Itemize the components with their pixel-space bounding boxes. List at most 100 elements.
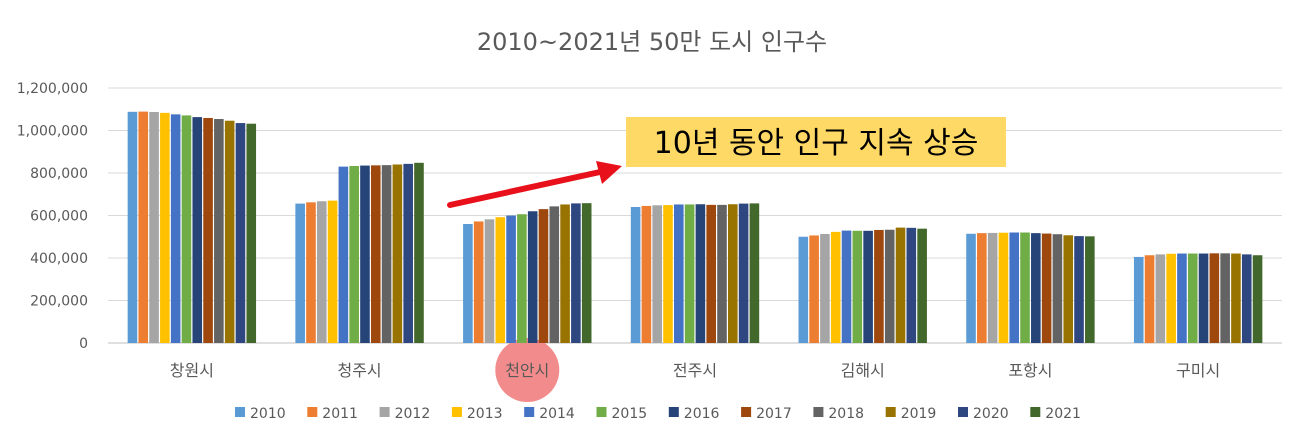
bar-2013 (1166, 253, 1176, 343)
bar-2019 (1063, 235, 1074, 343)
bar-2018 (381, 165, 392, 343)
legend-label: 2017 (756, 406, 792, 422)
bar-2010 (1133, 256, 1144, 343)
bar-2019 (728, 204, 738, 343)
bar-2020 (571, 203, 581, 343)
bar-2017 (1209, 253, 1220, 343)
bar-2011 (1144, 255, 1155, 343)
y-axis: 0 200,000 400,000 600,000 800,000 1,000,000 1,… (17, 81, 88, 352)
bar-2020 (906, 227, 917, 343)
x-tick-label: 구미시 (1176, 361, 1220, 380)
legend-label: 2020 (973, 406, 1009, 422)
y-tick-label: 1,200,000 (17, 81, 88, 97)
legend-swatch (524, 407, 535, 417)
bar-2017 (538, 209, 549, 343)
bar-2011 (641, 205, 652, 343)
bar-2018 (1052, 234, 1063, 343)
legend-label: 2015 (612, 406, 648, 422)
bar-2017 (370, 165, 381, 343)
y-tick-label: 400,000 (30, 251, 88, 267)
legend-label: 2010 (250, 406, 286, 422)
bar-2020 (738, 203, 749, 343)
bar-2011 (809, 235, 819, 343)
bar-2013 (998, 232, 1009, 343)
bar-2014 (674, 204, 684, 343)
bar-2015 (349, 165, 359, 343)
arrow-head (596, 161, 622, 184)
legend-swatch (307, 407, 318, 417)
x-tick-label: 김해시 (841, 361, 885, 380)
y-tick-label: 200,000 (30, 294, 88, 310)
bar-2019 (224, 120, 235, 343)
bar-2010 (127, 111, 138, 343)
bar-2011 (306, 202, 316, 343)
bar-2018 (717, 204, 727, 343)
legend: 2010 2011 2012 2013 2014 2015 2016 2017 2018 2019… (235, 406, 1081, 422)
x-tick-label: 청주시 (337, 361, 381, 380)
bar-2016 (1031, 233, 1041, 343)
bar-2015 (1020, 232, 1030, 343)
bar-2019 (1231, 253, 1241, 343)
bar-2019 (560, 204, 570, 343)
bar-2013 (495, 217, 506, 343)
bar-2017 (874, 229, 884, 343)
legend-swatch (958, 407, 968, 417)
bar-2019 (895, 227, 906, 343)
bar-2015 (181, 115, 192, 343)
legend-swatch (885, 407, 896, 417)
y-tick-label: 600,000 (30, 209, 88, 225)
legend-swatch (235, 407, 245, 417)
bar-2020 (403, 163, 413, 343)
bar-2010 (463, 224, 473, 343)
bar-2017 (203, 117, 213, 344)
bar-2018 (214, 119, 224, 344)
legend-label: 2014 (539, 406, 575, 422)
bar-2010 (630, 207, 641, 343)
annotation-box (626, 117, 1006, 167)
legend-label: 2011 (322, 406, 358, 422)
bar-2020 (1241, 254, 1252, 343)
x-tick-label: 천안시 (505, 361, 549, 380)
bar-2010 (798, 236, 809, 343)
bar-2012 (484, 219, 495, 343)
bar-2020 (235, 123, 246, 343)
bar-2012 (652, 205, 662, 343)
bar-2016 (360, 165, 370, 343)
legend-label: 2021 (1045, 406, 1081, 422)
bar-2021 (1085, 236, 1095, 343)
bar-2014 (506, 215, 516, 343)
legend-label: 2013 (467, 406, 503, 422)
bar-2017 (706, 204, 716, 343)
bar-2021 (581, 203, 592, 343)
highlight-circle (495, 338, 560, 402)
bar-2018 (549, 206, 560, 343)
annotation-text: 10년 동안 인구 지속 상승 (654, 126, 979, 161)
bar-2019 (392, 164, 403, 343)
legend-label: 2019 (901, 406, 937, 422)
x-tick-label: 전주시 (673, 361, 717, 380)
bar-2021 (414, 162, 424, 343)
bar-2021 (917, 228, 927, 343)
bar-2014 (1177, 253, 1187, 343)
bar-2010 (966, 233, 976, 343)
bar-2012 (1155, 254, 1166, 343)
bar-2016 (863, 230, 873, 343)
legend-swatch (379, 407, 390, 417)
bar-2021 (246, 123, 257, 343)
legend-label: 2018 (828, 406, 864, 422)
legend-label: 2012 (395, 406, 431, 422)
bar-2016 (527, 211, 538, 343)
legend-swatch (1030, 407, 1041, 417)
bar-2011 (977, 233, 987, 343)
bar-2012 (820, 233, 830, 343)
bar-2016 (192, 117, 203, 343)
annotation: 10년 동안 인구 지속 상승 (447, 117, 1006, 208)
legend-label: 2016 (684, 406, 720, 422)
bar-2021 (1252, 255, 1263, 343)
bar-2014 (841, 230, 852, 343)
bar-2010 (295, 203, 305, 343)
bar-2014 (1009, 232, 1020, 343)
x-tick-label: 포항시 (1008, 361, 1052, 380)
bar-2015 (852, 230, 863, 343)
